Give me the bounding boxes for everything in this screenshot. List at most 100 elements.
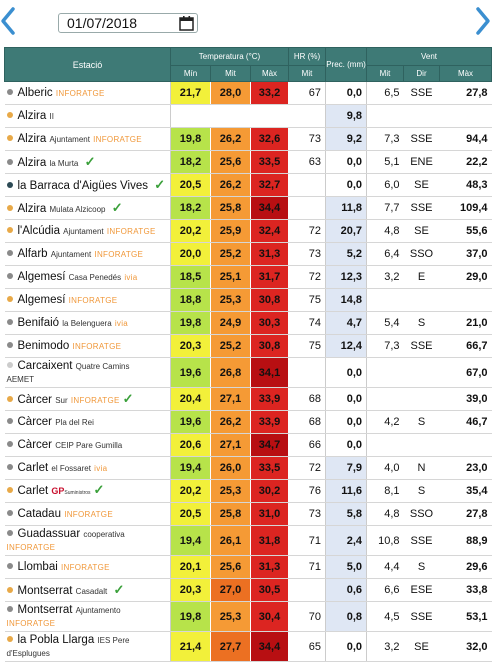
header-station[interactable]: Estació	[4, 47, 171, 82]
station-cell[interactable]: Alzira Ajuntament INFORATGE	[4, 127, 171, 151]
table-row[interactable]: Benifaió la Belenguera ivia 19,8 24,9 30,3 7…	[4, 311, 492, 335]
station-cell[interactable]: Llombai INFORATGE	[4, 555, 171, 579]
station-cell[interactable]: Guadassuar cooperativa INFORATGE	[4, 525, 171, 556]
table-row[interactable]: Càrcer Sur INFORATGE ✓ 20,4 27,1 33,9 68 0,0 39…	[4, 387, 492, 411]
station-cell[interactable]: Alzira Mulata Alzicoop ✓	[4, 196, 171, 220]
wind-max-cell: 33,8	[439, 578, 492, 602]
temp-min-cell: 21,7	[170, 81, 211, 105]
wind-max-cell: 55,6	[439, 219, 492, 243]
header-wind-mit[interactable]: Mit	[366, 65, 404, 82]
station-cell[interactable]: l'Alcúdia Ajuntament INFORATGE	[4, 219, 171, 243]
temp-mit-cell: 26,8	[210, 357, 251, 388]
temp-mit-cell: 25,3	[210, 601, 251, 632]
table-row[interactable]: Carlet el Fossaret ivia 19,4 26,0 33,5 72 7,9…	[4, 456, 492, 480]
wind-dir-cell: SSE	[403, 525, 440, 556]
station-cell[interactable]: Benimodo INFORATGE	[4, 334, 171, 358]
temp-min-cell: 19,6	[170, 357, 211, 388]
table-row[interactable]: Alberic INFORATGE 21,7 28,0 33,2 67 0,0 6,5 SSE…	[4, 81, 492, 105]
station-cell[interactable]: Carlet GPSuministros ✓	[4, 479, 171, 503]
station-cell[interactable]: Alzira II	[4, 104, 171, 128]
header-hr-mit[interactable]: Mit	[288, 65, 326, 82]
temp-max-cell: 30,8	[250, 288, 289, 312]
temp-mit-cell: 24,9	[210, 311, 251, 335]
temp-mit-cell: 26,2	[210, 173, 251, 197]
station-cell[interactable]: Carlet el Fossaret ivia	[4, 456, 171, 480]
header-wind-max[interactable]: Màx	[439, 65, 492, 82]
chevron-right-icon[interactable]	[475, 6, 491, 36]
temp-max-cell: 30,8	[250, 334, 289, 358]
table-row[interactable]: Alzira la Murta ✓ 18,2 25,6 33,5 63 0,0 5,1 ENE…	[4, 150, 492, 174]
wind-max-cell: 27,8	[439, 502, 492, 526]
table-row[interactable]: la Barraca d'Aigües Vives ✓ 20,5 26,2 32,7 0…	[4, 173, 492, 197]
table-row[interactable]: Guadassuar cooperativa INFORATGE 19,4 26,1…	[4, 525, 492, 556]
station-cell[interactable]: Montserrat Casadalt ✓	[4, 578, 171, 602]
table-row[interactable]: Alzira Mulata Alzicoop ✓ 18,2 25,8 34,4 11,8…	[4, 196, 492, 220]
station-cell[interactable]: Càrcer CEIP Pare Gumilla	[4, 433, 171, 457]
station-name: la Barraca d'Aigües Vives	[17, 179, 148, 192]
station-cell[interactable]: la Barraca d'Aigües Vives ✓	[4, 173, 171, 197]
header-precip[interactable]: Prec. (mm)	[325, 47, 367, 82]
wind-mit-cell	[366, 433, 404, 457]
station-cell[interactable]: Algemesí Casa Penedés ivia	[4, 265, 171, 289]
station-sublabel: el Fossaret	[51, 463, 91, 473]
station-name: Benifaió	[17, 316, 60, 329]
temp-min-cell: 20,0	[170, 242, 211, 266]
wind-max-cell	[439, 288, 492, 312]
table-row[interactable]: Algemesí INFORATGE 18,8 25,3 30,8 75 14,8	[4, 288, 492, 312]
header-temp-min[interactable]: Mín	[170, 65, 211, 82]
station-cell[interactable]: Algemesí INFORATGE	[4, 288, 171, 312]
table-row[interactable]: Montserrat Ajuntamento INFORATGE 19,8 25,3…	[4, 601, 492, 632]
station-name: Alzira	[17, 202, 47, 215]
station-cell[interactable]: Càrcer Pla del Rei	[4, 410, 171, 434]
humidity-cell: 74	[288, 311, 326, 335]
wind-mit-cell: 3,2	[366, 265, 404, 289]
station-cell[interactable]: Alfarb Ajuntament INFORATGE	[4, 242, 171, 266]
wind-dir-cell: ESE	[403, 578, 440, 602]
temp-max-cell: 33,9	[250, 387, 289, 411]
table-row[interactable]: Benimodo INFORATGE 20,3 25,2 30,8 75 12,4 7,3 S…	[4, 334, 492, 358]
precip-cell: 12,4	[325, 334, 367, 358]
station-cell[interactable]: Benifaió la Belenguera ivia	[4, 311, 171, 335]
table-row[interactable]: Montserrat Casadalt ✓ 20,3 27,0 30,5 0,6 6,6 E…	[4, 578, 492, 602]
precip-cell: 2,4	[325, 525, 367, 556]
table-row[interactable]: Catadau INFORATGE 20,5 25,8 31,0 73 5,8 4,8 SSO…	[4, 502, 492, 526]
status-dot	[6, 529, 13, 536]
station-cell[interactable]: la Pobla Llarga IES Pere d'Esplugues	[4, 631, 171, 662]
temp-max-cell: 32,7	[250, 173, 289, 197]
station-cell[interactable]: Montserrat Ajuntamento INFORATGE	[4, 601, 171, 632]
station-cell[interactable]: Alzira la Murta ✓	[4, 150, 171, 174]
header-temp-max[interactable]: Màx	[250, 65, 289, 82]
header-wind-dir[interactable]: Dir	[403, 65, 440, 82]
temp-mit-cell	[210, 104, 251, 128]
header-temp-mit[interactable]: Mit	[210, 65, 251, 82]
table-row[interactable]: Alzira Ajuntament INFORATGE 19,8 26,2 32,6 7…	[4, 127, 492, 151]
temp-mit-cell: 25,3	[210, 288, 251, 312]
humidity-cell: 68	[288, 410, 326, 434]
table-row[interactable]: Càrcer CEIP Pare Gumilla 20,6 27,1 34,7 66 0…	[4, 433, 492, 457]
humidity-cell	[288, 196, 326, 220]
chevron-left-icon[interactable]	[0, 6, 16, 36]
station-cell[interactable]: Càrcer Sur INFORATGE ✓	[4, 387, 171, 411]
station-cell[interactable]: Carcaixent Quatre Camins AEMET	[4, 357, 171, 388]
station-cell[interactable]: Catadau INFORATGE	[4, 502, 171, 526]
date-input[interactable]: 01/07/2018	[58, 13, 198, 33]
table-row[interactable]: Càrcer Pla del Rei 19,6 26,2 33,9 68 0,0 4,2 S…	[4, 410, 492, 434]
table-row[interactable]: Alzira II 9,8	[4, 104, 492, 128]
status-dot	[6, 88, 13, 95]
table-row[interactable]: Carcaixent Quatre Camins AEMET 19,6 26,8 34…	[4, 357, 492, 388]
table-row[interactable]: la Pobla Llarga IES Pere d'Esplugues 21,4…	[4, 631, 492, 662]
calendar-icon[interactable]	[179, 15, 194, 31]
wind-max-cell: 29,6	[439, 555, 492, 579]
header-wind: Vent	[366, 47, 492, 66]
wind-mit-cell: 6,5	[366, 81, 404, 105]
table-row[interactable]: Llombai INFORATGE 20,1 25,6 31,3 71 5,0 4,4 S 29…	[4, 555, 492, 579]
table-row[interactable]: Carlet GPSuministros ✓ 20,2 25,3 30,2 76 11,6 8…	[4, 479, 492, 503]
station-cell[interactable]: Alberic INFORATGE	[4, 81, 171, 105]
wind-mit-cell: 8,1	[366, 479, 404, 503]
table-row[interactable]: Algemesí Casa Penedés ivia 18,5 25,1 31,7 72…	[4, 265, 492, 289]
station-sublabel: Quatre Camins	[75, 361, 130, 371]
table-row[interactable]: Alfarb Ajuntament INFORATGE 20,0 25,2 31,3 7…	[4, 242, 492, 266]
wind-max-cell: 66,7	[439, 334, 492, 358]
wind-mit-cell: 7,3	[366, 334, 404, 358]
table-row[interactable]: l'Alcúdia Ajuntament INFORATGE 20,2 25,9 32…	[4, 219, 492, 243]
